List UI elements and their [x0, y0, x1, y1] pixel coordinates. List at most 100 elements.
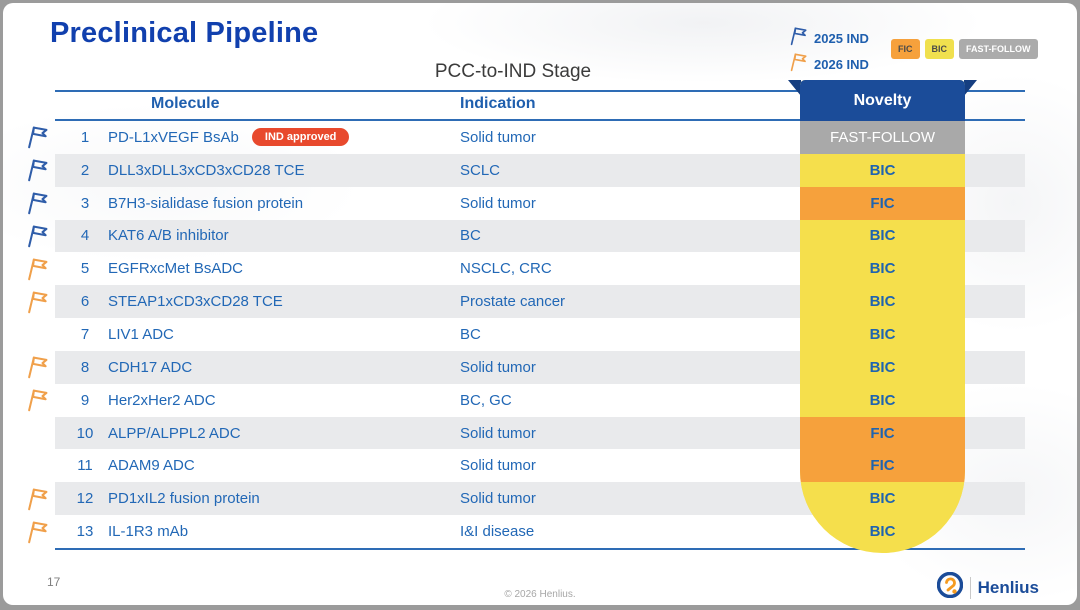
legend-flag-label: 2026 IND	[814, 56, 869, 72]
blue-flag-icon	[22, 187, 52, 220]
molecule-name: CDH17 ADC	[108, 358, 193, 376]
indication-cell: SCLC	[460, 161, 501, 179]
molecule-name: DLL3xDLL3xCD3xCD28 TCE	[108, 161, 305, 179]
molecule-name: PD1xIL2 fusion protein	[108, 490, 260, 508]
molecule-name: KAT6 A/B inhibitor	[108, 227, 229, 245]
table-row: 9 Her2xHer2 ADC BC, GC	[3, 384, 1077, 417]
novelty-cell: BIC	[800, 252, 965, 286]
indication-cell: I&I disease	[460, 523, 535, 541]
orange-flag-icon	[22, 285, 52, 318]
blue-flag-icon	[22, 220, 52, 253]
molecule-cell: Her2xHer2 ADC	[108, 384, 448, 417]
orange-flag-icon	[22, 482, 52, 515]
indication-cell: Solid tumor	[460, 424, 536, 442]
legend-chip-fic: FIC	[891, 39, 920, 59]
table-row: 1 PD-L1xVEGF BsAb IND approved Solid tumor	[3, 121, 1077, 154]
logo-divider	[969, 576, 971, 599]
novelty-cell: FIC	[800, 449, 965, 483]
novelty-cell: FIC	[800, 186, 965, 220]
novelty-cell: BIC	[800, 153, 965, 187]
molecule-name: LIV1 ADC	[108, 326, 174, 344]
legend-flag-label: 2025 IND	[814, 30, 869, 46]
legend-chip-fast-follow: FAST-FOLLOW	[959, 39, 1038, 59]
row-number: 8	[80, 358, 90, 376]
indication-cell: Solid tumor	[460, 194, 536, 212]
molecule-cell: PD-L1xVEGF BsAb IND approved	[108, 121, 448, 154]
table-top-line	[55, 90, 1025, 92]
molecule-name: PD-L1xVEGF BsAb	[108, 128, 239, 146]
column-header-indication: Indication	[460, 95, 536, 112]
row-number: 11	[77, 457, 93, 475]
novelty-cells: FAST-FOLLOW BIC FIC BIC BIC BIC BIC BIC BIC FIC FI…	[800, 121, 965, 548]
novelty-cell: BIC	[800, 482, 965, 516]
blue-flag-icon	[789, 25, 807, 52]
indication-cell: Prostate cancer	[460, 293, 566, 311]
row-number: 10	[76, 424, 94, 442]
novelty-cell: BIC	[800, 219, 965, 253]
row-number: 5	[80, 260, 90, 278]
blue-flag-icon	[22, 154, 52, 187]
ind-approved-badge: IND approved	[251, 128, 350, 147]
novelty-cell: BIC	[800, 350, 965, 384]
slide: Preclinical Pipeline PCC-to-IND Stage 20…	[3, 3, 1077, 605]
molecule-name: IL-1R3 mAb	[108, 523, 189, 541]
orange-flag-icon	[22, 252, 52, 285]
table-row: 7 LIV1 ADC BC	[3, 318, 1077, 351]
molecule-cell: KAT6 A/B inhibitor	[108, 220, 448, 253]
indication-cell: NSCLC, CRC	[460, 260, 552, 278]
orange-flag-icon	[789, 51, 807, 78]
table-header-line	[55, 119, 1025, 121]
row-number: 13	[76, 523, 94, 541]
table-row: 13 IL-1R3 mAb I&I disease	[3, 515, 1077, 548]
table-row: 3 B7H3-sialidase fusion protein Solid tumo…	[3, 187, 1077, 220]
molecule-cell: ADAM9 ADC	[108, 450, 448, 483]
legend-chip-bic: BIC	[924, 39, 954, 59]
row-number: 6	[80, 293, 90, 311]
orange-flag-icon	[22, 351, 52, 384]
legend-2026-ind: 2026 IND	[789, 51, 869, 77]
novelty-cell: BIC	[800, 285, 965, 319]
indication-cell: Solid tumor	[460, 490, 536, 508]
row-number: 4	[80, 227, 90, 245]
orange-flag-icon	[22, 384, 52, 417]
indication-cell: Solid tumor	[460, 128, 536, 146]
novelty-cell: FAST-FOLLOW	[800, 121, 965, 154]
legend-2025-ind: 2025 IND	[789, 25, 869, 51]
molecule-cell: LIV1 ADC	[108, 318, 448, 351]
logo-wordmark: Henlius	[977, 577, 1039, 597]
column-header-molecule: Molecule	[151, 95, 220, 112]
row-number: 2	[80, 161, 90, 179]
blue-flag-icon	[22, 121, 52, 154]
row-number: 9	[80, 391, 90, 409]
novelty-cell: FIC	[800, 416, 965, 450]
row-number: 7	[80, 326, 90, 344]
novelty-cell: BIC	[800, 318, 965, 351]
novelty-ribbon-left-wing	[788, 80, 801, 96]
molecule-cell: STEAP1xCD3xCD28 TCE	[108, 285, 448, 318]
indication-cell: Solid tumor	[460, 457, 536, 475]
orange-flag-icon	[22, 515, 52, 548]
molecule-name: ALPP/ALPPL2 ADC	[108, 424, 241, 442]
legend-flags: 2025 IND 2026 IND	[789, 25, 869, 77]
molecule-name: Her2xHer2 ADC	[108, 391, 216, 409]
row-number: 3	[80, 194, 90, 212]
indication-cell: BC	[460, 227, 481, 245]
henlius-logo-icon	[936, 571, 963, 603]
molecule-cell: ALPP/ALPPL2 ADC	[108, 417, 448, 450]
molecule-cell: CDH17 ADC	[108, 351, 448, 384]
molecule-cell: B7H3-sialidase fusion protein	[108, 187, 448, 220]
page-number: 17	[47, 575, 61, 589]
column-header-novelty: Novelty	[800, 80, 965, 121]
table-bottom-line	[55, 548, 1025, 550]
legend-chips: FIC BIC FAST-FOLLOW	[891, 39, 1038, 59]
novelty-cell: BIC	[800, 383, 965, 417]
row-number: 12	[76, 490, 94, 508]
table-row: 5 EGFRxcMet BsADC NSCLC, CRC	[3, 252, 1077, 285]
row-number: 1	[80, 128, 90, 146]
molecule-name: EGFRxcMet BsADC	[108, 260, 244, 278]
table-row: 11 ADAM9 ADC Solid tumor	[3, 450, 1077, 483]
stage-label: PCC-to-IND Stage	[434, 61, 592, 82]
novelty-ribbon-right-wing	[964, 80, 977, 96]
molecule-cell: DLL3xDLL3xCD3xCD28 TCE	[108, 154, 448, 187]
